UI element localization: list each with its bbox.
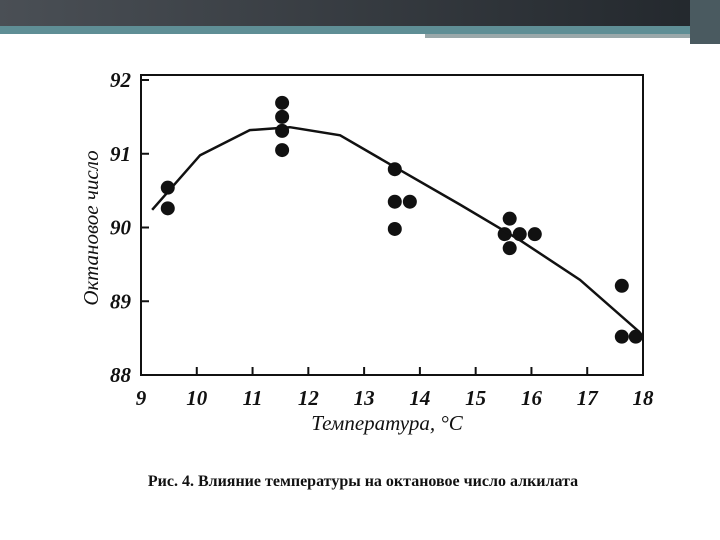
- y-tick-label: 90: [110, 216, 132, 240]
- data-point: [275, 143, 290, 158]
- header-accent: [425, 34, 720, 38]
- x-tick-label: 15: [465, 386, 486, 410]
- data-point: [614, 329, 629, 344]
- y-tick-label: 89: [110, 289, 132, 313]
- data-point: [387, 221, 402, 236]
- data-point: [387, 194, 402, 209]
- header-stripe: [0, 26, 720, 34]
- y-axis-label: Октановое число: [79, 150, 103, 305]
- header-band: [0, 0, 720, 26]
- x-tick-label: 14: [409, 386, 430, 410]
- data-point: [527, 227, 542, 242]
- data-point: [275, 95, 290, 110]
- data-point: [497, 227, 512, 242]
- x-tick-label: 9: [136, 386, 147, 410]
- data-point: [628, 329, 643, 344]
- data-point: [402, 194, 417, 209]
- fit-line: [151, 125, 641, 334]
- plot-frame: [140, 74, 644, 376]
- y-tick-label: 88: [110, 363, 132, 387]
- data-point: [275, 109, 290, 124]
- header-corner: [690, 0, 720, 44]
- x-tick-label: 18: [633, 386, 655, 410]
- data-point: [160, 201, 175, 216]
- data-point: [502, 241, 517, 256]
- data-point: [614, 278, 629, 293]
- data-point: [160, 180, 175, 195]
- x-tick-label: 17: [577, 386, 600, 410]
- x-tick-label: 12: [298, 386, 320, 410]
- caption: Рис. 4. Влияние температуры на октановое…: [148, 473, 578, 490]
- x-tick-label: 16: [521, 386, 543, 410]
- data-point: [502, 211, 517, 226]
- x-axis-label: Температура, °C: [311, 411, 464, 435]
- x-tick-label: 11: [243, 386, 263, 410]
- data-point: [275, 123, 290, 138]
- y-tick-label: 91: [110, 142, 131, 166]
- y-tick-label: 92: [110, 68, 132, 92]
- x-tick-label: 13: [354, 386, 375, 410]
- x-tick-label: 10: [186, 386, 208, 410]
